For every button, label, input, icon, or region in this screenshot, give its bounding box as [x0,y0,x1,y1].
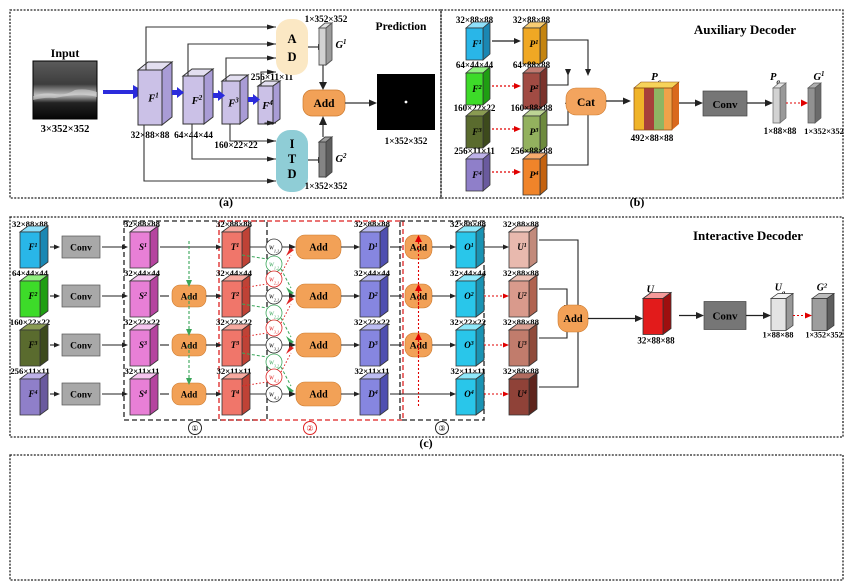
svg-text:D: D [287,50,296,64]
svg-text:492×88×88: 492×88×88 [631,133,674,143]
svg-text:Conv: Conv [712,311,738,323]
svg-text:(b): (b) [630,195,645,209]
svg-text:1×352×352: 1×352×352 [305,181,348,191]
svg-text:Add: Add [309,242,328,253]
svg-text:③: ③ [438,424,445,433]
svg-text:1×88×88: 1×88×88 [763,330,794,340]
svg-text:Conv: Conv [70,292,92,302]
svg-text:Add: Add [309,389,328,400]
svg-text:G1: G1 [813,70,824,83]
svg-text:64×44×44: 64×44×44 [174,131,213,141]
svg-text:G1: G1 [335,38,346,51]
svg-text:1×352×352: 1×352×352 [385,136,428,146]
svg-text:G2: G2 [335,152,347,165]
svg-text:32×88×88: 32×88×88 [131,131,170,141]
svg-text:1×352×352: 1×352×352 [804,126,844,136]
svg-text:Conv: Conv [70,341,92,351]
svg-text:1×88×88: 1×88×88 [764,126,797,136]
svg-text:Interactive Decoder: Interactive Decoder [693,228,803,243]
svg-text:Add: Add [181,389,198,399]
svg-text:1×352×352: 1×352×352 [305,14,348,24]
svg-text:G2: G2 [817,282,828,294]
svg-text:Cat: Cat [577,97,595,109]
svg-text:Add: Add [563,314,582,325]
svg-text:Add: Add [309,291,328,302]
svg-text:Prediction: Prediction [376,21,427,33]
svg-text:Conv: Conv [70,390,92,400]
svg-text:Auxiliary Decoder: Auxiliary Decoder [694,22,796,37]
svg-text:160×22×22: 160×22×22 [214,141,258,151]
svg-text:32×88×88: 32×88×88 [637,336,675,346]
svg-text:T: T [288,152,297,166]
svg-text:Add: Add [309,340,328,351]
svg-text:Conv: Conv [712,99,738,111]
svg-text:A: A [287,32,296,46]
svg-text:①: ① [191,424,198,433]
svg-text:Input: Input [51,46,80,60]
svg-text:3×352×352: 3×352×352 [41,124,90,135]
svg-text:D: D [287,167,296,181]
svg-text:I: I [290,137,295,151]
svg-text:Conv: Conv [70,243,92,253]
svg-text:②: ② [306,424,313,433]
svg-text:Add: Add [313,98,335,110]
svg-text:(a): (a) [219,195,233,209]
svg-text:1×352×352: 1×352×352 [805,331,842,340]
svg-text:(c): (c) [419,436,432,450]
